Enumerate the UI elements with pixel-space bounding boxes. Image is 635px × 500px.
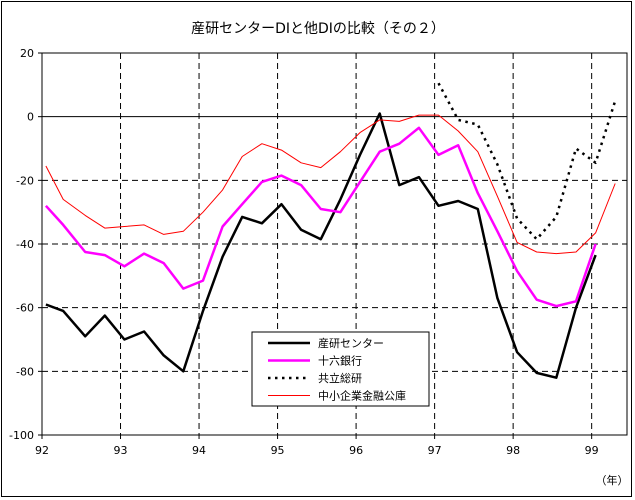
series-line-2 — [44, 126, 597, 308]
legend-box — [251, 331, 430, 407]
legend-label: 共立総研 — [318, 371, 362, 385]
y-tick-labels: 20 0 -20 -40 -60 -80 -100 — [9, 47, 34, 442]
x-tick-label: 98 — [506, 444, 520, 457]
x-axis-label: （年） — [596, 473, 629, 487]
legend-label: 中小企業金融公庫 — [318, 389, 406, 403]
legend-label: 十六銀行 — [318, 354, 362, 368]
x-tick-label: 95 — [271, 444, 285, 457]
chart-title: 産研センターDIと他DIの比較（その２） — [191, 21, 445, 37]
y-tick-label: 0 — [27, 111, 34, 124]
x-tick-label: 97 — [428, 444, 442, 457]
y-tick-label: -40 — [16, 238, 34, 251]
y-tick-label: 20 — [20, 47, 34, 60]
axes — [38, 52, 628, 439]
x-tick-label: 99 — [585, 444, 599, 457]
y-tick-label: -20 — [16, 174, 34, 187]
series-layer — [44, 82, 617, 379]
x-tick-label: 94 — [192, 444, 206, 457]
y-tick-label: -80 — [16, 365, 34, 378]
x-tick-label: 92 — [35, 444, 49, 457]
series-line-4 — [45, 114, 616, 255]
y-tick-label: -60 — [16, 302, 34, 315]
legend-label: 産研センター — [318, 337, 384, 350]
x-tick-labels: 92 93 94 95 96 97 98 99 — [35, 444, 599, 457]
series-line-1 — [45, 112, 597, 379]
x-tick-label: 93 — [114, 444, 128, 457]
y-tick-label: -100 — [9, 429, 34, 442]
x-tick-label: 96 — [349, 444, 363, 457]
